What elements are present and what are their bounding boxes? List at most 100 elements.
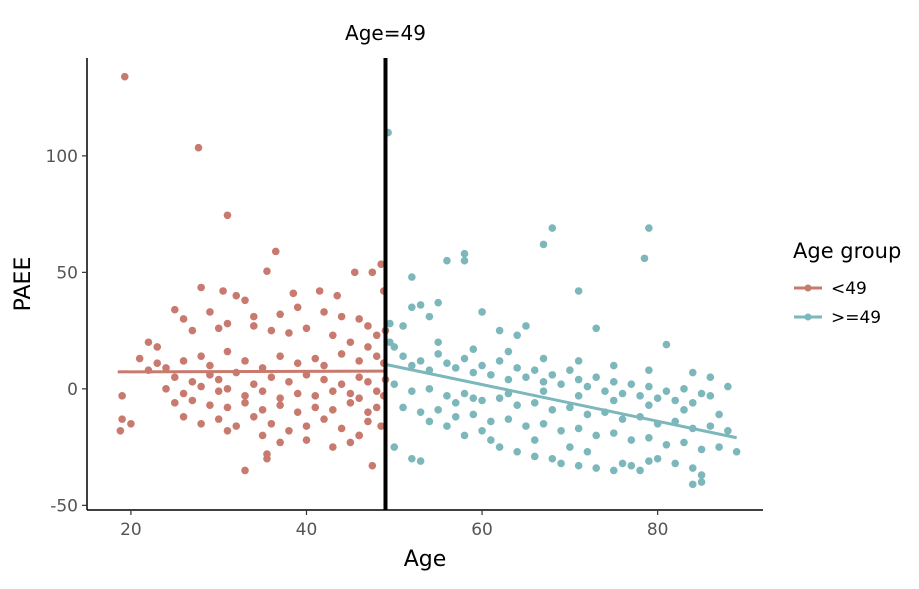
data-point-ge49 <box>548 224 557 232</box>
data-point-lt49 <box>271 247 280 256</box>
data-point-lt49 <box>241 392 249 400</box>
data-point-ge49 <box>399 322 407 330</box>
data-point-ge49 <box>434 298 442 307</box>
data-point-ge49 <box>557 459 565 468</box>
data-point-ge49 <box>601 387 609 395</box>
data-point-ge49 <box>662 440 671 449</box>
data-point-ge49 <box>530 399 539 407</box>
data-point-ge49 <box>469 394 478 402</box>
data-point-ge49 <box>495 394 504 402</box>
data-point-lt49 <box>289 289 298 298</box>
data-point-lt49 <box>329 387 337 395</box>
data-point-ge49 <box>680 438 688 447</box>
legend-key-point <box>804 284 812 292</box>
data-point-ge49 <box>443 359 451 368</box>
data-point-ge49 <box>399 352 407 361</box>
fit-lines <box>117 362 737 440</box>
data-point-lt49 <box>250 322 258 330</box>
data-point-lt49 <box>364 417 372 426</box>
data-point-ge49 <box>627 461 636 470</box>
data-point-lt49 <box>232 291 241 300</box>
legend: Age group <49 >=49 <box>793 239 901 328</box>
data-point-ge49 <box>645 366 653 375</box>
data-point-ge49 <box>522 373 530 381</box>
data-point-ge49 <box>566 403 574 412</box>
data-point-lt49 <box>372 331 381 340</box>
data-point-lt49 <box>329 406 337 414</box>
data-point-lt49 <box>170 305 179 314</box>
data-point-lt49 <box>197 382 205 391</box>
data-point-lt49 <box>267 419 276 428</box>
data-point-ge49 <box>697 445 706 454</box>
data-point-lt49 <box>179 413 188 421</box>
data-point-ge49 <box>513 401 521 409</box>
data-point-lt49 <box>355 357 363 365</box>
y-axis-ticks: -50 0 50 100 <box>46 147 87 516</box>
data-point-ge49 <box>522 322 530 330</box>
data-point-lt49 <box>206 361 214 370</box>
legend-item-lt49: <49 <box>794 279 867 299</box>
data-point-ge49 <box>425 417 434 426</box>
data-point-lt49 <box>214 324 223 333</box>
data-point-lt49 <box>337 424 346 433</box>
data-point-lt49 <box>144 338 153 347</box>
data-point-ge49 <box>539 354 548 363</box>
legend-key-point <box>804 313 812 321</box>
data-point-lt49 <box>258 406 267 414</box>
data-point-lt49 <box>118 392 126 400</box>
data-point-lt49 <box>197 419 205 428</box>
data-point-ge49 <box>583 410 592 419</box>
data-point-ge49 <box>574 357 583 365</box>
data-point-lt49 <box>329 443 337 451</box>
data-point-lt49 <box>267 373 276 381</box>
data-point-ge49 <box>513 331 521 340</box>
data-point-ge49 <box>697 478 706 486</box>
data-point-ge49 <box>469 410 478 419</box>
data-point-ge49 <box>539 387 548 395</box>
data-point-lt49 <box>311 403 320 412</box>
data-point-lt49 <box>276 401 284 409</box>
data-point-ge49 <box>609 429 618 437</box>
data-point-ge49 <box>443 256 451 265</box>
y-tick-label: 100 <box>46 147 78 167</box>
data-point-ge49 <box>539 419 548 428</box>
data-point-lt49 <box>223 347 232 356</box>
data-point-ge49 <box>460 431 469 440</box>
data-point-ge49 <box>653 394 662 402</box>
plot-area: Age=49 <box>116 21 741 510</box>
data-point-ge49 <box>640 254 649 263</box>
data-point-lt49 <box>368 268 377 277</box>
data-point-lt49 <box>223 211 232 220</box>
data-point-lt49 <box>219 287 227 295</box>
data-point-ge49 <box>706 422 715 430</box>
data-point-ge49 <box>609 361 618 370</box>
data-point-lt49 <box>179 357 188 365</box>
data-point-ge49 <box>390 343 399 351</box>
threshold-annotation: Age=49 <box>345 21 426 45</box>
data-point-lt49 <box>188 378 197 386</box>
data-point-lt49 <box>267 326 276 335</box>
data-point-ge49 <box>671 396 680 405</box>
data-point-lt49 <box>372 352 381 361</box>
data-point-lt49 <box>197 352 205 361</box>
data-point-ge49 <box>566 443 574 451</box>
data-point-lt49 <box>241 296 249 305</box>
data-point-lt49 <box>223 403 232 412</box>
data-point-ge49 <box>451 364 460 372</box>
data-point-lt49 <box>293 389 302 398</box>
y-tick-label: -50 <box>50 496 78 516</box>
data-point-ge49 <box>688 464 697 472</box>
y-tick-label: 0 <box>67 380 78 400</box>
data-point-lt49 <box>241 399 249 407</box>
data-point-lt49 <box>223 319 232 328</box>
data-point-ge49 <box>688 368 697 377</box>
data-point-ge49 <box>645 401 653 409</box>
data-point-lt49 <box>263 454 271 463</box>
data-point-ge49 <box>434 338 442 347</box>
x-axis-ticks: 20 40 60 80 <box>120 510 668 540</box>
data-point-ge49 <box>618 389 627 398</box>
data-point-lt49 <box>116 426 125 435</box>
data-points <box>116 72 741 489</box>
data-point-ge49 <box>548 406 557 414</box>
data-point-lt49 <box>214 387 223 395</box>
